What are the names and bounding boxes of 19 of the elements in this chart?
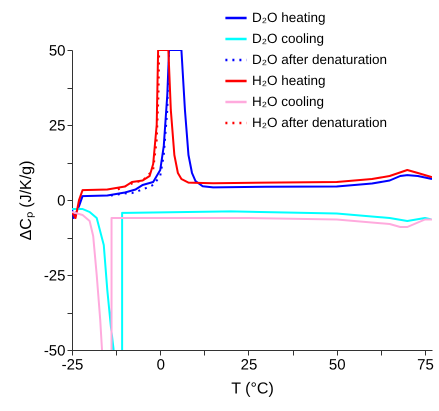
y-tick-label: 25 [48,118,66,134]
legend-label: D₂O after denaturation [252,52,388,67]
x-tick-label: 75 [417,356,434,374]
x-tick-label: 25 [240,356,258,374]
x-tick-label: 50 [328,356,346,374]
x-axis-title: T (°C) [231,380,274,398]
legend-label: D₂O heating [252,10,326,25]
y-tick-label: 0 [57,192,66,210]
x-tick-label: 0 [156,356,165,374]
line-series [72,50,432,219]
legend-label: H₂O after denaturation [252,115,388,130]
y-tick-label: 50 [48,42,66,60]
legend-label: H₂O heating [252,73,326,88]
y-axis-title: ΔCₚ (J/K/g) [18,160,35,240]
x-tick-label: -25 [62,356,84,374]
y-tick-label: -25 [44,268,66,284]
legend-label: D₂O cooling [252,31,324,46]
legend-label: H₂O cooling [252,94,324,109]
y-tick-label: -50 [44,342,66,360]
